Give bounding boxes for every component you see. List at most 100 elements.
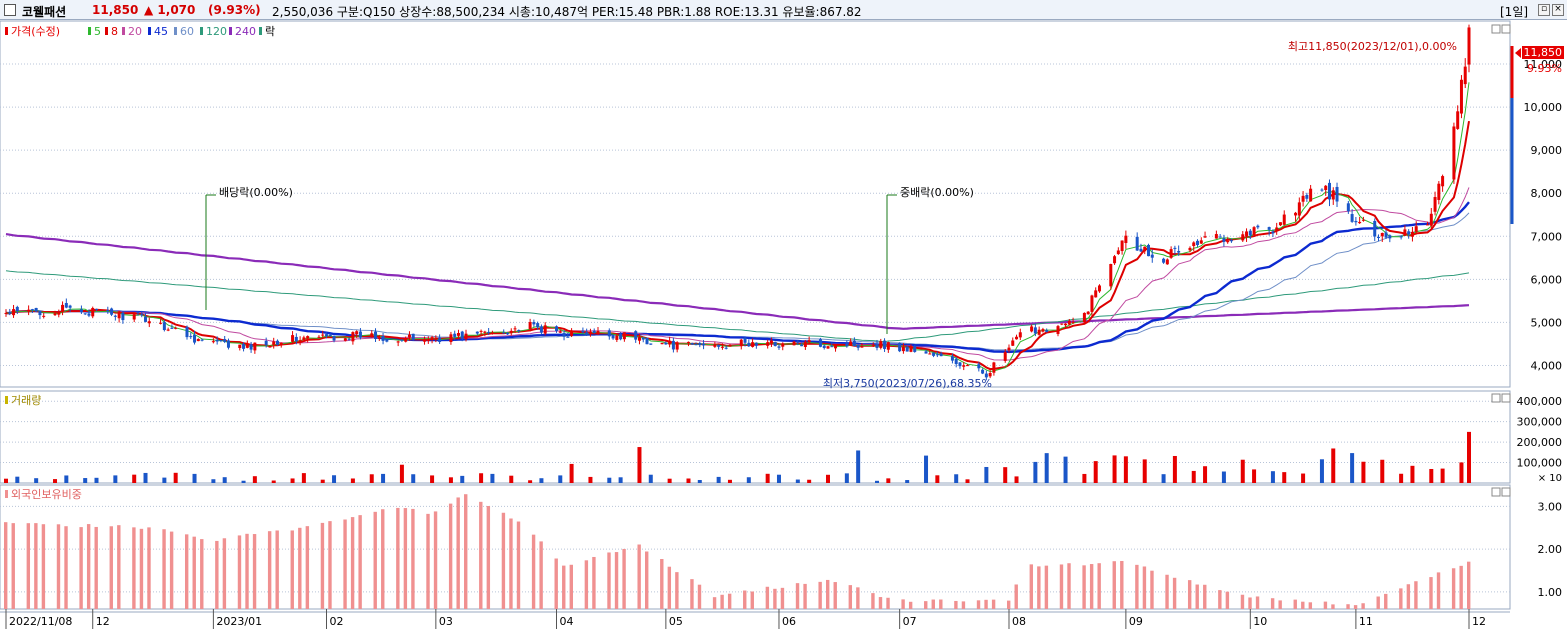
candle-body: [1271, 231, 1275, 234]
candle-body: [68, 305, 72, 308]
candle-body: [694, 344, 698, 346]
candle-body: [517, 330, 521, 332]
candle-body: [1429, 213, 1433, 226]
volume-bar: [271, 480, 276, 483]
foreign-bar: [275, 530, 279, 609]
foreign-title[interactable]: 외국인보유비중: [11, 488, 82, 501]
candle-body: [1113, 256, 1117, 264]
candle-body: [675, 342, 679, 350]
volume-bar: [618, 477, 623, 483]
foreign-restore-icon[interactable]: [1491, 487, 1501, 497]
candle-body: [747, 342, 751, 347]
foreign-bar: [1376, 596, 1380, 609]
candle-body: [1309, 188, 1313, 202]
legend-ma5[interactable]: 5: [94, 25, 101, 38]
volume-bar: [1191, 470, 1196, 483]
volume-bar: [1221, 471, 1226, 483]
volume-bar: [856, 450, 861, 483]
price-y-tick-label: 7,000: [1531, 230, 1563, 243]
foreign-bar: [871, 593, 875, 609]
price-y-tick-label: 6,000: [1531, 273, 1563, 286]
candle-body: [1410, 231, 1414, 237]
legend-ma60[interactable]: 60: [180, 25, 194, 38]
foreign-bar: [350, 517, 355, 609]
volume-title[interactable]: 거래량: [11, 394, 41, 407]
volume-bar: [1467, 431, 1471, 483]
foreign-bar: [433, 511, 438, 609]
close-icon[interactable]: ×: [1552, 4, 1564, 16]
candle-body: [698, 342, 702, 346]
candle-body: [1196, 240, 1200, 246]
candle-body: [426, 339, 430, 341]
legend-ma240[interactable]: 240: [235, 25, 256, 38]
volume-bar: [64, 475, 69, 483]
pane-restore-icon[interactable]: [1491, 24, 1501, 34]
volume-close-icon[interactable]: [1501, 393, 1511, 403]
candle-body: [483, 331, 487, 333]
candle-body: [913, 345, 917, 352]
candle-body: [166, 329, 170, 331]
candle-body: [1252, 227, 1256, 236]
volume-pane-frame: [0, 390, 1511, 484]
restore-icon[interactable]: ▫: [1538, 4, 1550, 16]
period-selector[interactable]: [1일]: [1500, 5, 1529, 19]
foreign-bar: [1135, 564, 1139, 609]
price-pane: 11,000 10,000 9,000 8,000 7,000 6,000 5,000 4,0…: [0, 20, 1564, 390]
legend-ma120[interactable]: 120: [206, 25, 227, 38]
foreign-bar: [697, 584, 702, 609]
foreign-bar: [479, 501, 483, 609]
last-pct-label: 9.93%: [1527, 62, 1562, 75]
foreign-bar: [1059, 564, 1064, 609]
candle-body: [147, 321, 151, 324]
volume-bar: [1161, 474, 1166, 483]
candle-body: [1354, 220, 1358, 223]
candle-body: [193, 334, 197, 343]
candle-body: [977, 364, 981, 369]
legend-ex-dividend[interactable]: 락: [265, 25, 275, 38]
last-price-label: 11,850: [1524, 46, 1563, 59]
foreign-bar: [1120, 560, 1124, 609]
legend-price[interactable]: 가격(수정): [11, 25, 60, 38]
candle-body: [607, 330, 611, 337]
candle-body: [272, 341, 276, 345]
candle-body: [924, 351, 928, 354]
legend-ma45[interactable]: 45: [154, 25, 168, 38]
volume-restore-icon[interactable]: [1491, 393, 1501, 403]
candle-body: [30, 309, 34, 311]
foreign-bar: [1331, 604, 1335, 609]
candle-body: [592, 330, 596, 334]
volume-bar: [1301, 473, 1306, 483]
foreign-bar: [26, 523, 31, 609]
candle-body: [1082, 312, 1086, 323]
pane-close-icon[interactable]: [1501, 24, 1511, 34]
volume-y-tick-label: 200,000: [1517, 436, 1563, 449]
candle-body: [807, 340, 811, 343]
candle-body: [268, 346, 272, 348]
legend-foreign-swatch: [5, 490, 8, 498]
date-tick-label: 11: [1359, 615, 1373, 628]
candle-body: [1222, 238, 1226, 242]
candle-body: [1380, 232, 1384, 237]
select-checkbox[interactable]: [4, 4, 16, 16]
volume-bar: [448, 477, 453, 483]
foreign-bar: [1467, 561, 1471, 609]
candle-body: [536, 323, 540, 328]
candle-body: [1015, 336, 1019, 340]
candle-body: [1278, 222, 1282, 226]
date-tick-label: 10: [1253, 615, 1267, 628]
candle-body: [690, 343, 694, 345]
candle-body: [456, 332, 460, 336]
candle-body: [438, 337, 442, 342]
candle-body: [777, 346, 781, 348]
foreign-close-icon[interactable]: [1501, 487, 1511, 497]
foreign-bar: [614, 552, 619, 609]
candle-body: [502, 332, 506, 334]
candle-body: [649, 343, 653, 345]
legend-ma20[interactable]: 20: [128, 25, 142, 38]
stock-name[interactable]: 코웰패션: [22, 5, 67, 19]
dividend-label-2: 중배락(0.00%): [900, 186, 974, 199]
legend-ma8[interactable]: 8: [111, 25, 118, 38]
date-tick-label: 06: [782, 615, 796, 628]
candle-body: [935, 354, 939, 356]
volume-bar: [369, 474, 374, 483]
